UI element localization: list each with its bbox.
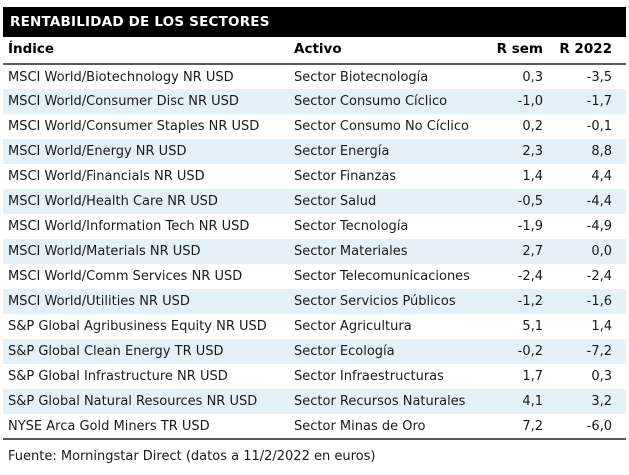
cell-indice: S&P Global Agribusiness Equity NR USD [8, 319, 267, 334]
table-row: S&P Global Clean Energy TR USD Sector Ec… [3, 339, 626, 364]
table-row: MSCI World/Financials NR USD Sector Fina… [3, 164, 626, 189]
cell-activo: Sector Telecomunicaciones [294, 269, 469, 284]
cell-rsem: -2,4 [517, 269, 543, 284]
cell-r2022: -4,9 [586, 219, 612, 234]
cell-indice: MSCI World/Information Tech NR USD [8, 219, 250, 234]
sector-returns-table: Índice Activo R sem R 2022 MSCI World/Bi… [3, 37, 626, 440]
cell-activo: Sector Biotecnología [294, 69, 429, 85]
cell-activo: Sector Minas de Oro [289, 414, 469, 440]
table-row: MSCI World/Consumer Disc NR USD Sector C… [3, 89, 626, 114]
table-row: MSCI World/Consumer Staples NR USD Secto… [3, 114, 626, 139]
cell-r2022: -0,1 [586, 119, 612, 134]
cell-activo: Sector Consumo Cíclico [294, 94, 448, 109]
cell-r2022: -1,6 [586, 294, 612, 309]
cell-rsem: -0,5 [517, 194, 543, 209]
table-row: MSCI World/Materials NR USD Sector Mater… [3, 239, 626, 264]
table-row: S&P Global Infrastructure NR USD Sector … [3, 364, 626, 389]
table-row: MSCI World/Health Care NR USD Sector Sal… [3, 189, 626, 214]
cell-indice: MSCI World/Health Care NR USD [8, 194, 218, 209]
panel-title-bar: RENTABILIDAD DE LOS SECTORES [3, 7, 626, 37]
table-header: Índice Activo R sem R 2022 [3, 37, 626, 65]
table-row: MSCI World/Utilities NR USD Sector Servi… [3, 289, 626, 314]
cell-activo: Sector Servicios Públicos [294, 294, 456, 309]
column-header-activo: Activo [289, 37, 469, 65]
cell-indice: S&P Global Clean Energy TR USD [8, 344, 224, 359]
cell-r2022: 1,4 [591, 319, 612, 334]
column-header-indice: Índice [3, 37, 289, 65]
cell-rsem: 5,1 [522, 319, 543, 334]
cell-r2022: -4,4 [586, 194, 612, 209]
table-row: MSCI World/Biotechnology NR USD Sector B… [3, 64, 626, 89]
cell-indice: S&P Global Infrastructure NR USD [8, 369, 228, 384]
cell-r2022: 4,4 [591, 169, 612, 184]
cell-r2022: -3,5 [586, 69, 612, 85]
cell-rsem: 0,2 [522, 119, 543, 134]
cell-indice: MSCI World/Energy NR USD [8, 144, 187, 159]
cell-r2022: -7,2 [586, 344, 612, 359]
table-row: NYSE Arca Gold Miners TR USD Sector Mina… [3, 414, 626, 440]
cell-r2022: 0,0 [591, 244, 612, 259]
cell-activo: Sector Finanzas [294, 169, 397, 184]
cell-indice: MSCI World/Consumer Staples NR USD [8, 119, 260, 134]
cell-rsem: 7,2 [469, 414, 547, 440]
cell-r2022: 8,8 [591, 144, 612, 159]
cell-rsem: 4,1 [522, 394, 543, 409]
cell-activo: Sector Tecnología [294, 219, 409, 234]
table-row: MSCI World/Comm Services NR USD Sector T… [3, 264, 626, 289]
cell-activo: Sector Recursos Naturales [294, 394, 466, 409]
cell-rsem: 1,4 [522, 169, 543, 184]
cell-indice: MSCI World/Comm Services NR USD [8, 269, 243, 284]
cell-rsem: -0,2 [517, 344, 543, 359]
cell-rsem: 2,7 [522, 244, 543, 259]
cell-indice: S&P Global Natural Resources NR USD [8, 394, 258, 409]
cell-activo: Sector Salud [294, 194, 377, 209]
header-row: Índice Activo R sem R 2022 [3, 37, 626, 65]
cell-rsem: -1,0 [517, 94, 543, 109]
source-note: Fuente: Morningstar Direct (datos a 11/2… [8, 449, 376, 464]
cell-activo: Sector Infraestructuras [294, 369, 444, 384]
sector-returns-panel: RENTABILIDAD DE LOS SECTORES Índice Acti… [3, 7, 626, 464]
cell-rsem: 2,3 [522, 144, 543, 159]
cell-indice: MSCI World/Materials NR USD [8, 244, 201, 259]
cell-indice: MSCI World/Consumer Disc NR USD [8, 94, 239, 109]
cell-activo: Sector Energía [294, 144, 390, 159]
column-header-rsem: R sem [469, 37, 547, 65]
cell-r2022: -6,0 [547, 414, 626, 440]
cell-rsem: -1,9 [517, 219, 543, 234]
cell-indice: NYSE Arca Gold Miners TR USD [3, 414, 289, 440]
cell-r2022: -2,4 [586, 269, 612, 284]
sector-table-body: MSCI World/Biotechnology NR USD Sector B… [3, 64, 626, 440]
cell-activo: Sector Materiales [294, 244, 408, 259]
table-row: MSCI World/Energy NR USD Sector Energía … [3, 139, 626, 164]
cell-rsem: 1,7 [522, 369, 543, 384]
cell-indice: MSCI World/Utilities NR USD [8, 294, 190, 309]
cell-r2022: 3,2 [591, 394, 612, 409]
table-row: S&P Global Natural Resources NR USD Sect… [3, 389, 626, 414]
cell-rsem: 0,3 [522, 69, 543, 85]
cell-r2022: -1,7 [586, 94, 612, 109]
cell-indice: MSCI World/Financials NR USD [8, 169, 205, 184]
cell-rsem: -1,2 [517, 294, 543, 309]
cell-activo: Sector Consumo No Cíclico [294, 119, 469, 134]
table-row: S&P Global Agribusiness Equity NR USD Se… [3, 314, 626, 339]
cell-activo: Sector Ecología [294, 344, 395, 359]
column-header-r2022: R 2022 [547, 37, 626, 65]
table-row: MSCI World/Information Tech NR USD Secto… [3, 214, 626, 239]
cell-activo: Sector Agricultura [294, 319, 412, 334]
cell-r2022: 0,3 [591, 369, 612, 384]
cell-indice: MSCI World/Biotechnology NR USD [8, 69, 234, 85]
